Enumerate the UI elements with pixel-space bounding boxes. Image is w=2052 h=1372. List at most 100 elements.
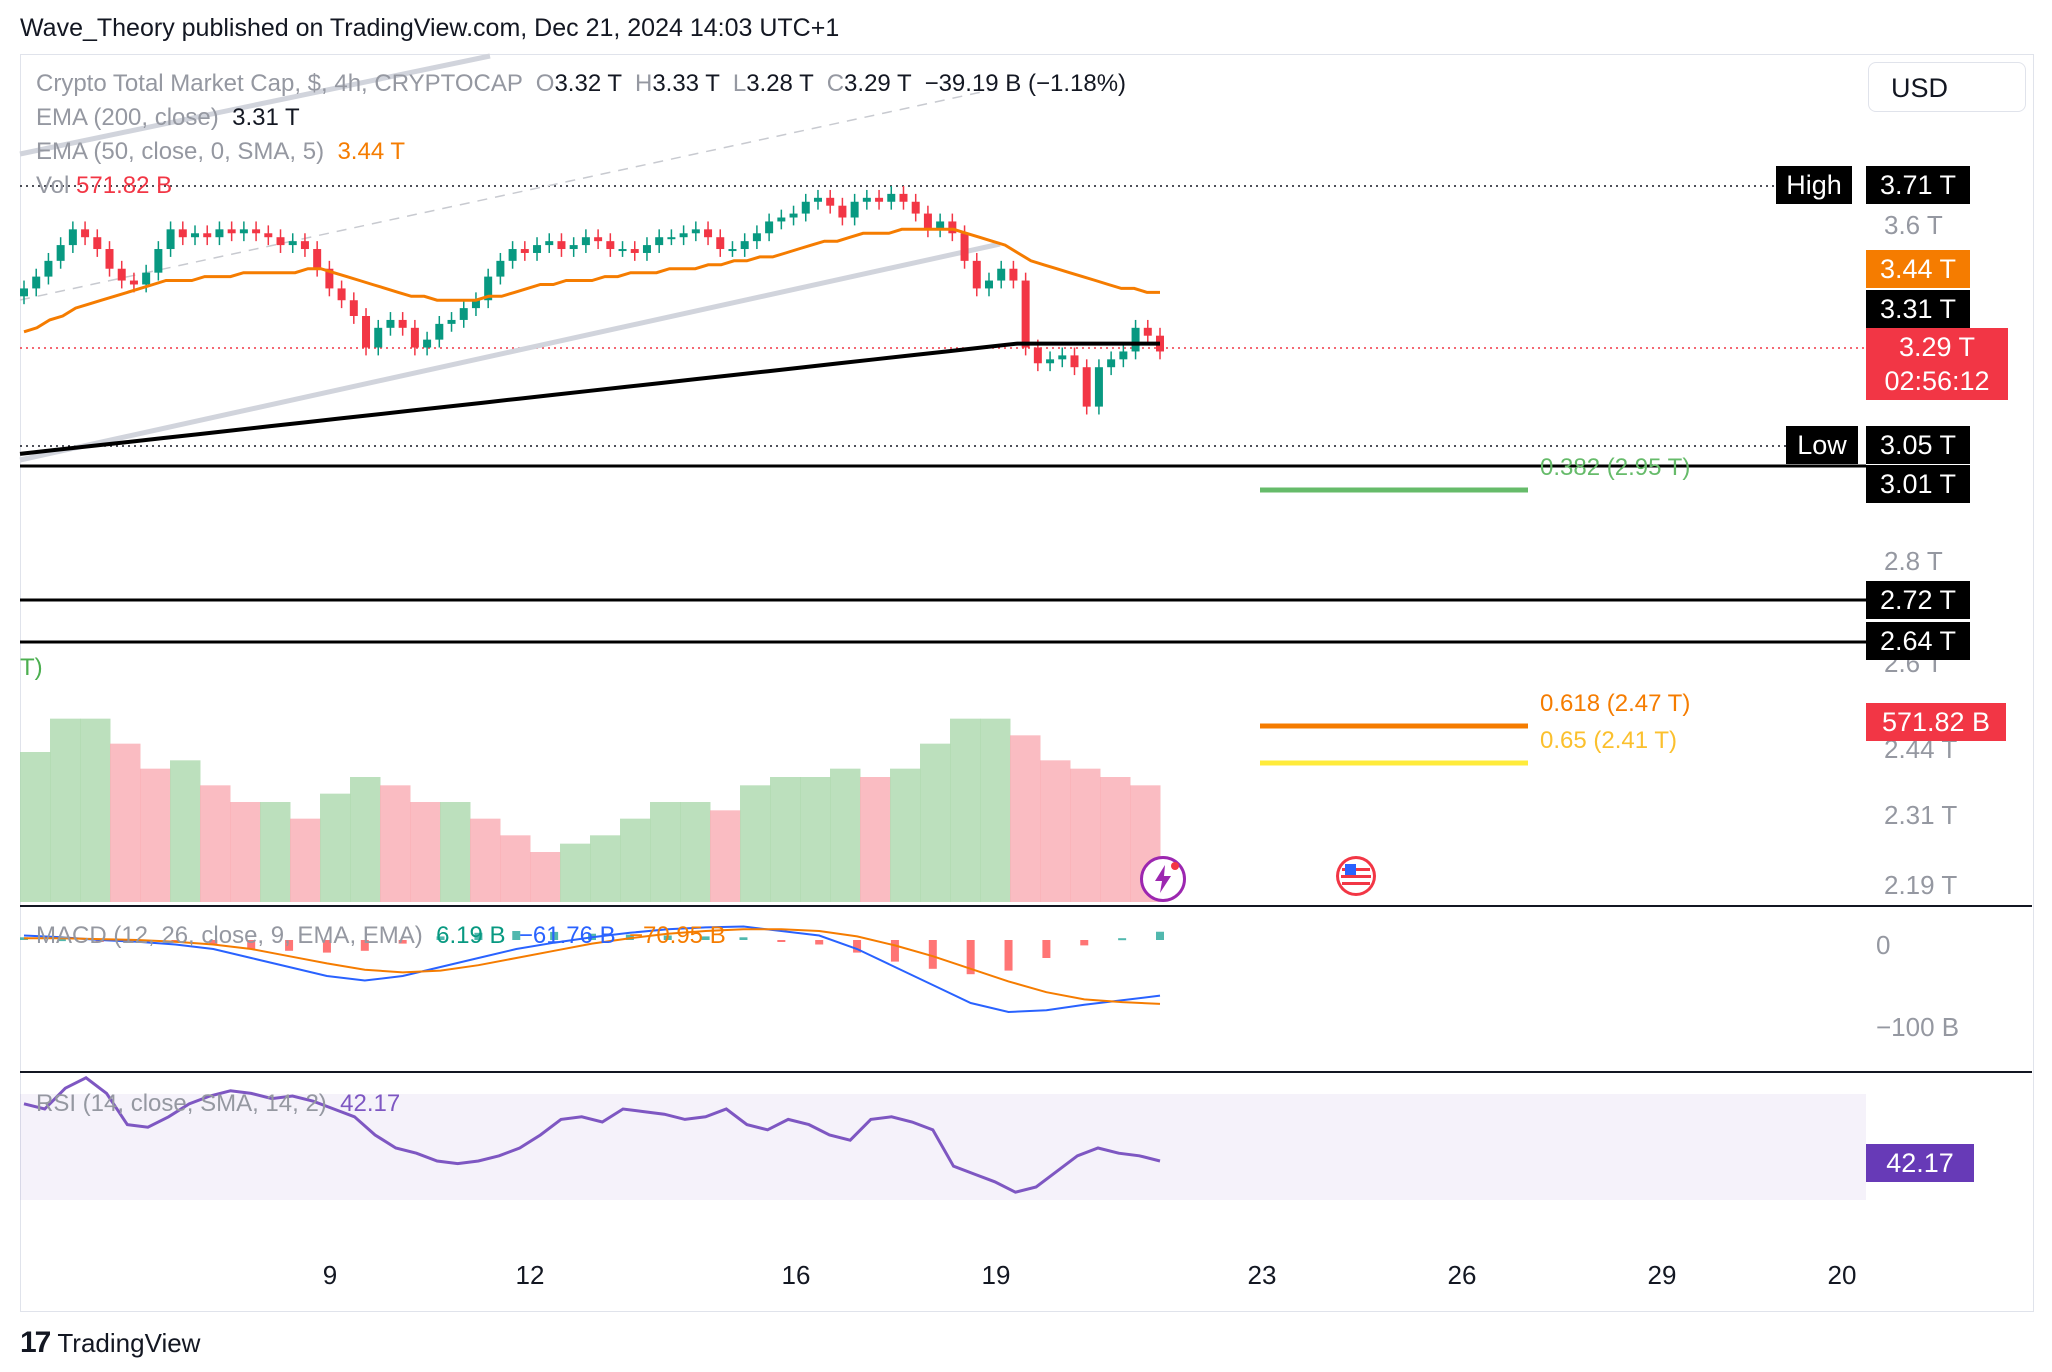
close-value: 3.29 T	[844, 70, 912, 97]
publisher-line: Wave_Theory published on TradingView.com…	[20, 14, 840, 42]
candle	[20, 280, 28, 305]
volume-bar	[740, 785, 771, 902]
macd-signal-line	[24, 928, 1161, 1005]
candle	[557, 233, 566, 257]
volume-bar	[620, 818, 651, 902]
candle-body	[447, 319, 456, 324]
us-flag-event-icon[interactable]	[1336, 856, 1376, 896]
candle	[191, 225, 200, 246]
macd-hist-bar	[360, 940, 369, 951]
candle	[1094, 359, 1103, 415]
symbol-legend[interactable]: Crypto Total Market Cap, $, 4h, CRYPTOCA…	[36, 70, 1126, 98]
x-tick-label: 16	[782, 1260, 811, 1290]
rsi-line	[23, 1076, 1161, 1194]
macd-hist-bar	[739, 937, 748, 940]
candle-body	[545, 241, 554, 246]
symbol-name: Crypto Total Market Cap, $, 4h, CRYPTOCA…	[36, 70, 523, 97]
candle	[447, 312, 456, 332]
candle-body	[410, 327, 419, 348]
candle	[520, 241, 529, 261]
open-label: O	[535, 70, 555, 97]
x-tick-label: 29	[1648, 1260, 1677, 1290]
high-tag-value: 3.71 T	[1866, 166, 1970, 204]
volume-label: Vol	[36, 172, 70, 199]
x-tick-label: 19	[982, 1260, 1011, 1290]
volume-bar	[1010, 735, 1041, 902]
macd-hist-bar	[57, 939, 66, 942]
candle	[471, 292, 480, 316]
candle-body	[362, 316, 371, 348]
candle	[594, 229, 603, 250]
candle-body	[423, 339, 432, 348]
footer-brand[interactable]: 17 TradingView	[20, 1326, 200, 1360]
candle-body	[459, 308, 468, 320]
volume-bar	[410, 802, 441, 902]
candle-body	[984, 280, 993, 289]
candle	[887, 186, 896, 210]
candle	[1082, 359, 1091, 415]
candle	[997, 260, 1006, 289]
candle-body	[1082, 367, 1091, 407]
volume-bar	[1040, 760, 1071, 902]
lightning-event-icon[interactable]	[1140, 856, 1186, 902]
candle	[154, 241, 163, 281]
candle-body	[569, 245, 578, 250]
candle	[813, 189, 822, 210]
candle	[667, 229, 676, 246]
candle	[533, 237, 542, 261]
channel-lower-line	[19, 241, 1001, 463]
rsi-legend-value: 42.17	[340, 1090, 401, 1117]
macd-hist-bar	[928, 940, 937, 969]
candle-body	[300, 241, 309, 250]
candle	[862, 189, 871, 210]
candle-body	[789, 213, 798, 218]
candle	[313, 241, 322, 277]
candle	[508, 241, 517, 269]
candle-body	[948, 221, 957, 234]
candle	[1107, 351, 1116, 376]
candle	[459, 300, 468, 328]
ema200-legend[interactable]: EMA (200, close) 3.31 T	[36, 104, 300, 132]
candle	[484, 268, 493, 309]
volume-bar	[290, 818, 321, 902]
macd-axis-label: −100 B	[1876, 1012, 1960, 1042]
candle	[948, 213, 957, 242]
candle	[1143, 319, 1152, 344]
candle-body	[838, 205, 847, 218]
candle	[349, 292, 358, 324]
candles	[20, 186, 1164, 415]
candle-body	[435, 323, 444, 340]
rsi-legend[interactable]: RSI (14, close, SMA, 14, 2) 42.17	[36, 1090, 400, 1118]
volume-bars	[20, 718, 1161, 902]
currency-selector[interactable]: USD	[1868, 62, 2026, 112]
candle	[875, 189, 884, 210]
candle-body	[154, 249, 163, 273]
volume-bar	[440, 802, 471, 902]
footer-brand-text: TradingView	[57, 1327, 201, 1358]
candle	[337, 280, 346, 309]
volume-bar	[350, 777, 381, 902]
support-tag-264: 2.64 T	[1866, 622, 1970, 660]
candle	[81, 221, 90, 246]
candle-body	[44, 260, 53, 277]
candle	[300, 233, 309, 257]
volume-bar	[680, 802, 711, 902]
candle-body	[68, 229, 77, 246]
candle	[838, 197, 847, 226]
candle-body	[117, 268, 126, 281]
rsi-label: RSI (14, close, SMA, 14, 2)	[36, 1090, 327, 1117]
volume-bar	[770, 777, 801, 902]
ema50-label: EMA (50, close, 0, SMA, 5)	[36, 138, 325, 165]
candle-body	[777, 217, 786, 222]
volume-bar	[320, 793, 351, 902]
candle-body	[887, 193, 896, 202]
candle	[1058, 347, 1067, 368]
volume-legend[interactable]: Vol 571.82 B	[36, 172, 172, 200]
ema50-tag: 3.44 T	[1866, 250, 1970, 288]
macd-hist-bar	[436, 936, 445, 940]
macd-legend[interactable]: MACD (12, 26, close, 9, EMA, EMA) 6.19 B…	[36, 922, 726, 950]
candle	[166, 221, 175, 257]
candle-body	[264, 233, 273, 238]
ema50-legend[interactable]: EMA (50, close, 0, SMA, 5) 3.44 T	[36, 138, 405, 166]
